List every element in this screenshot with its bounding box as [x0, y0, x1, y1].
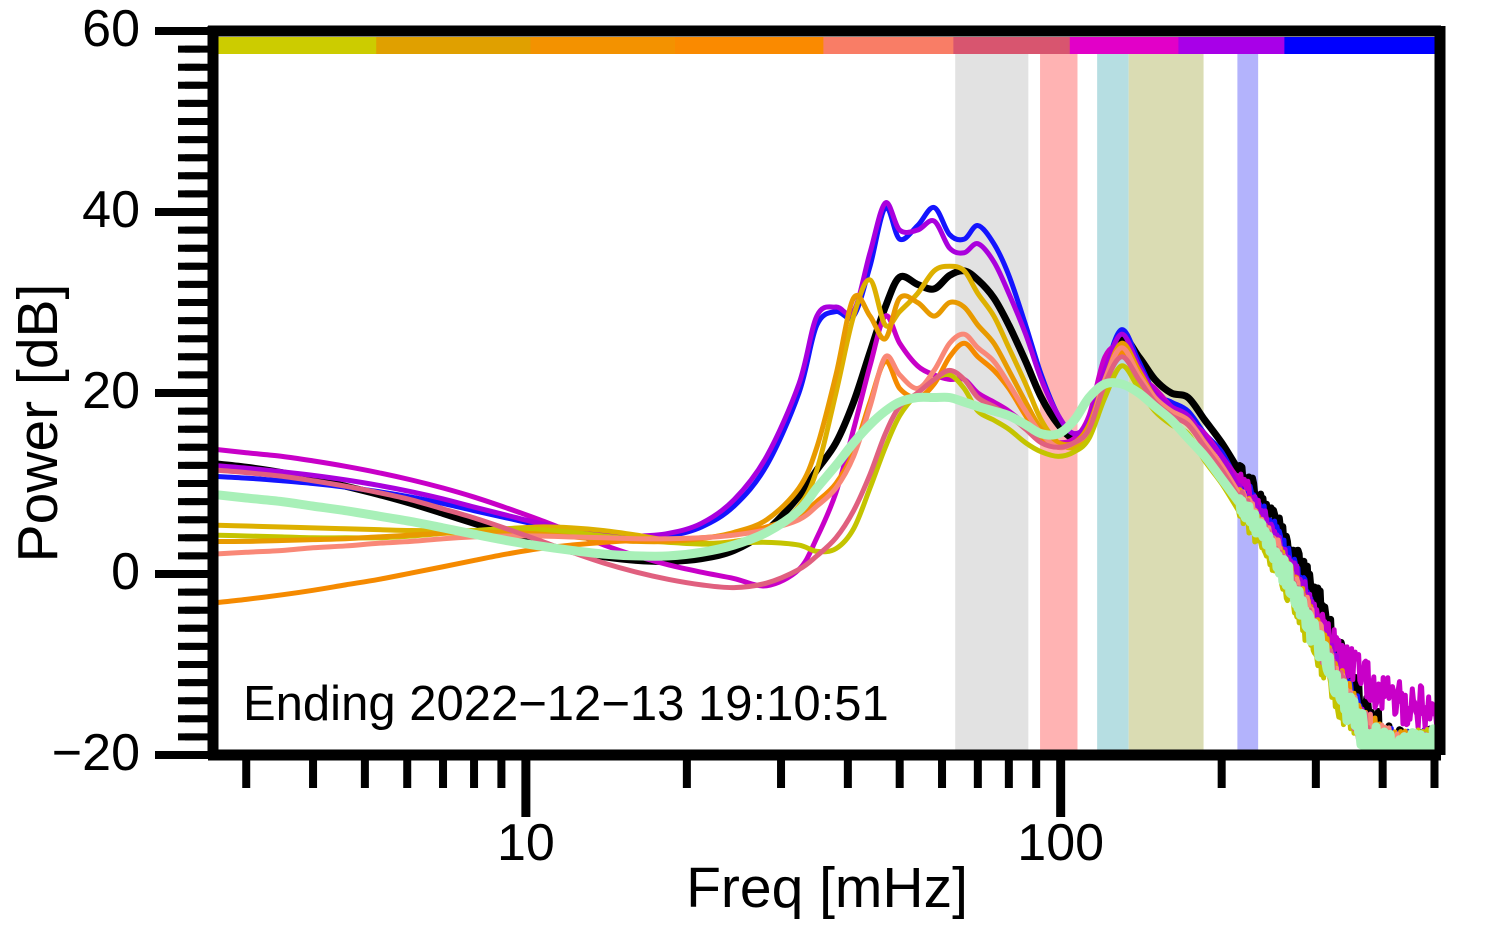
- spectrum-olive: [213, 363, 1241, 555]
- colorbar-seg-9: [1284, 37, 1441, 54]
- spectrum-violet: [213, 200, 1241, 539]
- x-tick-label: 100: [1017, 814, 1105, 872]
- x-tick-label: 10: [496, 814, 555, 872]
- colorbar-seg-6: [953, 37, 1071, 54]
- band-purple: [1237, 44, 1259, 755]
- y-tick-label: 40: [82, 181, 140, 239]
- spectrum-salmon: [213, 331, 1241, 557]
- spectrum-green: [213, 378, 1243, 561]
- colorbar-layer: [213, 37, 1441, 54]
- colorbar-seg-5: [823, 37, 955, 54]
- axis-frame-layer: [207, 25, 1446, 761]
- y-tick-label: 60: [82, 0, 140, 58]
- y-tick-label: −20: [51, 724, 140, 782]
- ending-timestamp-annotation: Ending 2022−12−13 19:10:51: [243, 677, 889, 731]
- y-tick-label: 20: [82, 362, 140, 420]
- y-tick-label: 0: [111, 543, 140, 601]
- colorbar-seg-3: [530, 37, 676, 54]
- colorbar-seg-1: [213, 37, 378, 54]
- axis-ticks-layer: [155, 27, 1439, 817]
- colorbar-seg-4: [674, 37, 825, 54]
- x-axis-title: Freq [mHz]: [686, 856, 968, 920]
- spectrum-green-noise-tail: [1234, 494, 1440, 755]
- colorbar-seg-7: [1069, 37, 1180, 54]
- spectrum-orange: [213, 340, 1241, 606]
- colorbar-seg-8: [1178, 37, 1286, 54]
- spectrum-crimson: [213, 354, 1241, 591]
- spectra-curves-layer: [213, 200, 1440, 755]
- shaded-bands-layer: [955, 44, 1259, 755]
- colorbar-seg-2: [376, 37, 532, 54]
